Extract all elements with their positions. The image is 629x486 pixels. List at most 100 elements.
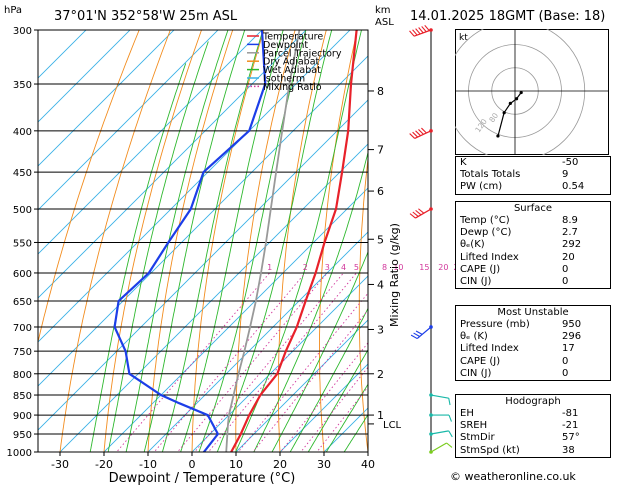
wind-barb-feather [448,430,453,438]
most-unstable-label: CAPE (J) [460,355,501,367]
isotherm-line [38,30,131,123]
wind-barb-feather [415,330,423,335]
wet-adiabat-line [289,307,368,452]
most-unstable-row: CAPE (J) 0 [456,356,610,368]
legend-label: Temperature [262,32,323,43]
wind-barb-staff [430,442,447,453]
temperature-tick-label: 20 [273,458,287,471]
surface-label: θₑ(K) [460,239,485,251]
wind-barb-feather [421,127,427,134]
index-row: PW (cm) 0.54 [456,181,610,193]
mixing-ratio-line [237,292,368,452]
pressure-tick-label: 950 [13,430,32,441]
km-tick-label: 8 [377,85,384,98]
surface-title: Surface [513,203,553,214]
legend-label: Isotherm [263,74,305,85]
index-row: Totals Totals 9 [456,169,610,181]
index-row: K -50 [456,157,610,169]
isotherm-line [279,363,368,452]
hpa-label: hPa [4,5,22,16]
wet-adiabat-line [107,41,209,452]
hodograph-point [508,101,512,105]
index-label: PW (cm) [460,181,503,193]
surface-row: Dewp (°C) 2.7 [456,227,610,239]
index-value: -50 [562,157,579,168]
parcel-trajectory-profile [225,30,301,452]
hodograph-stat-label: EH [460,408,474,419]
hodograph-point [502,111,506,115]
index-value: 0.54 [562,181,585,193]
isobar-lines [38,29,368,453]
isotherm-line [235,319,368,452]
mixing-ratio-label: 5 [354,263,359,272]
pressure-tick-label: 750 [13,347,32,358]
hodograph-stat-label: SREH [460,420,488,432]
most-unstable-row: CIN (J) 0 [456,368,610,380]
most-unstable-value: 17 [562,343,575,355]
isotherm-line [38,99,368,431]
hodograph-table: Hodograph EH -81 SREH -21 StmDir 57° StmSpd (k… [455,394,611,458]
hodograph-stat-row: StmSpd (kt) 38 [456,445,610,457]
km-label: km [375,5,391,16]
index-label: Totals Totals [460,169,521,181]
pressure-tick-label: 550 [13,238,32,249]
wind-barb-base [429,393,433,397]
surface-row: Temp (°C) 8.9 [456,215,610,227]
legend-label: Mixing Ratio [263,82,322,93]
mixing-ratio-line [300,366,368,452]
wind-barb-base [429,413,433,417]
mixing-ratio-label: 1 [267,263,272,272]
surface-value: 8.9 [562,215,578,226]
mixing-ratio-label: 15 [419,263,429,272]
most-unstable-row: Lifted Index 17 [456,343,610,355]
dry-adiabat-line [59,30,171,452]
surface-row: CIN (J) 0 [456,276,610,288]
surface-value: 0 [562,263,569,275]
isotherm-line [38,55,368,387]
most-unstable-value: 0 [562,367,569,379]
wind-barb-feather [424,24,430,31]
temperature-tick-label: -30 [51,458,69,471]
pressure-tick-label: 650 [13,297,32,308]
pressure-tick-label: 600 [13,269,32,280]
wet-adiabat-line [307,348,368,452]
wet-adiabat-line [343,413,368,452]
surface-label: Dewp (°C) [460,227,512,239]
mixing-ratio-line [252,309,368,452]
surface-value: 20 [562,251,575,263]
mixing-ratio-line [176,272,328,452]
wind-barb-base [429,450,433,454]
mixing-ratio-label: 20 [438,263,448,272]
wind-barb-feather [415,28,421,35]
surface-label: Lifted Index [460,251,519,263]
isotherm-line [147,231,368,452]
hodograph-stat-value: 57° [562,432,580,444]
km-tick-label: 1 [377,409,384,422]
km-tick-label: 2 [377,368,384,381]
wind-barbs [409,24,453,454]
temperature-tick-label: 40 [361,458,375,471]
mixing-ratio-line [279,342,368,452]
wind-barb-feather [448,398,451,406]
pressure-tick-label: 450 [13,168,32,179]
profile-lines [113,30,358,452]
hodograph-stat-value: -21 [562,420,579,432]
pressure-tick-label: 850 [13,391,32,402]
surface-label: CAPE (J) [460,263,501,275]
isotherm-line [38,30,87,79]
surface-row: CAPE (J) 0 [456,264,610,276]
isotherm-line [38,30,219,211]
wind-barb-feather [409,30,415,37]
km-tick-label: 6 [377,185,384,198]
legend-label: Dry Adiabat [263,57,320,68]
mixing-ratio-label: 4 [341,263,346,272]
surface-label: CIN (J) [460,275,492,287]
km-tick-label: 5 [377,233,384,246]
most-unstable-table: Most Unstable Pressure (mb) 950 θₑ (K) 296 L… [455,305,611,381]
wind-barb-base [429,207,433,211]
most-unstable-label: Pressure (mb) [460,319,530,330]
hodograph-table-title: Hodograph [505,396,561,407]
most-unstable-label: Lifted Index [460,343,519,355]
km-tick-label: 4 [377,278,384,291]
